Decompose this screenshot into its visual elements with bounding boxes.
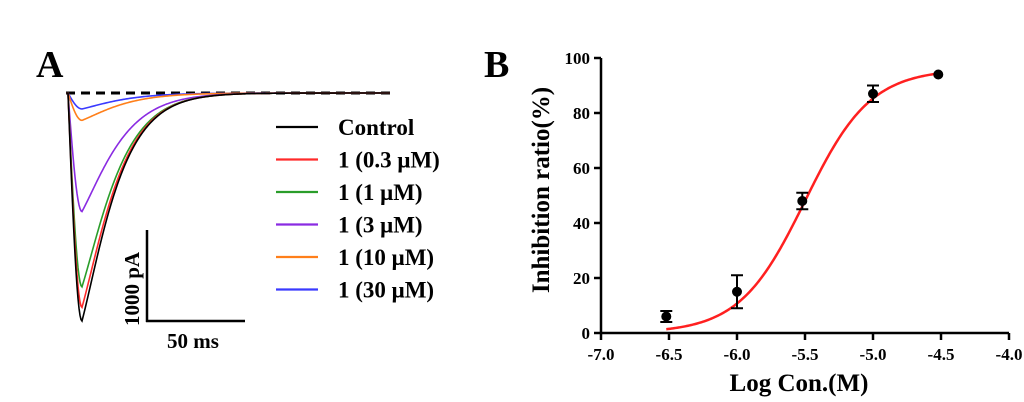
legend-label: 1 (0.3 μM)	[338, 148, 440, 173]
x-tick-label: -5.5	[792, 345, 819, 364]
x-tick-label: -5.0	[860, 345, 887, 364]
x-axis-title: Log Con.(M)	[730, 370, 869, 397]
trace-line	[66, 92, 390, 323]
data-point	[732, 286, 742, 297]
y-tick-label: 60	[573, 159, 590, 178]
legend: Control 1 (0.3 μM) 1 (1 μM) 1 (3 μM) 1 (10 μ…	[276, 115, 440, 303]
x-tick-label: -6.5	[656, 345, 683, 364]
y-axis-title: Inhibition ratio(%)	[528, 87, 555, 293]
data-point	[661, 311, 672, 322]
data-point	[868, 88, 878, 99]
axes: 0 20 40 60 80 100 -7.0 -6.5 -6.0 -5.5 -5.0 -4.5 -4.0	[565, 49, 1023, 364]
legend-label: 1 (10 μM)	[338, 245, 434, 270]
legend-label: Control	[338, 115, 414, 140]
data-point	[933, 69, 944, 80]
x-tick-label: -6.0	[724, 345, 751, 364]
legend-label: 1 (1 μM)	[338, 180, 423, 205]
legend-label: 1 (30 μM)	[338, 278, 434, 303]
panel-b-label: B	[484, 44, 509, 86]
y-tick-label: 80	[573, 104, 590, 123]
current-traces	[66, 92, 390, 323]
panel-b-dose-response: B Inhibition ratio(%) Log Con.(M) 0 20 40 6…	[484, 44, 1022, 397]
panel-a-label: A	[36, 44, 64, 86]
y-tick-label: 20	[573, 269, 590, 288]
y-tick-label: 0	[582, 324, 591, 343]
data-point	[797, 196, 808, 206]
x-tick-label: -4.5	[928, 345, 955, 364]
x-tick-label: -4.0	[996, 345, 1023, 364]
y-tick-label: 100	[565, 49, 591, 68]
y-tick-label: 40	[573, 214, 590, 233]
legend-label: 1 (3 μM)	[338, 213, 423, 238]
scale-bar-x-label: 50 ms	[167, 329, 219, 353]
x-tick-label: -7.0	[588, 345, 615, 364]
scale-bar-y-label: 1000 pA	[120, 251, 144, 326]
data-points	[660, 69, 944, 323]
panel-a-traces: A 1000 pA 50 ms Control 1 (0.3 μM) 1 (1 μM…	[36, 44, 440, 353]
